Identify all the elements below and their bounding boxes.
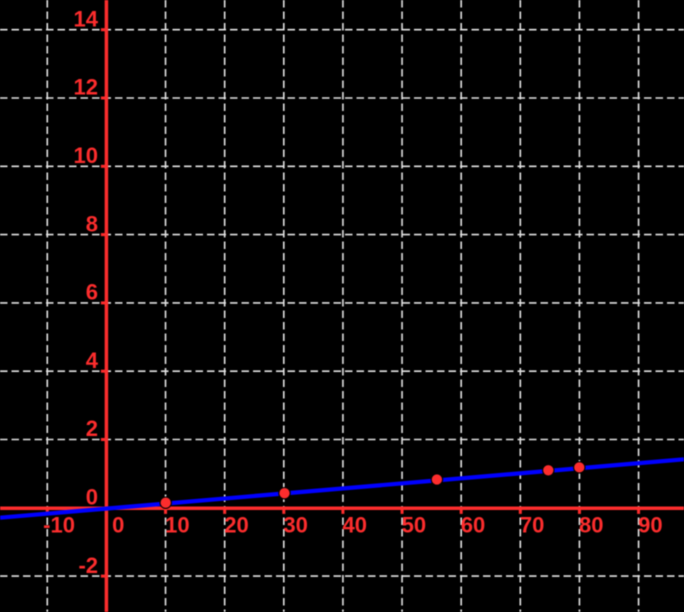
svg-text:90: 90 (638, 513, 662, 538)
svg-text:12: 12 (74, 75, 98, 100)
svg-text:6: 6 (86, 280, 98, 305)
svg-text:10: 10 (74, 143, 98, 168)
svg-text:80: 80 (579, 513, 603, 538)
svg-text:50: 50 (402, 513, 426, 538)
svg-text:14: 14 (74, 6, 99, 31)
svg-text:70: 70 (520, 513, 544, 538)
svg-text:20: 20 (224, 513, 248, 538)
svg-text:-10: -10 (43, 513, 75, 538)
svg-text:0: 0 (112, 513, 124, 538)
svg-text:60: 60 (461, 513, 485, 538)
svg-text:30: 30 (283, 513, 307, 538)
svg-text:10: 10 (165, 513, 189, 538)
svg-text:8: 8 (86, 211, 98, 236)
svg-text:2: 2 (86, 416, 98, 441)
svg-text:-2: -2 (78, 553, 98, 578)
svg-text:0: 0 (86, 485, 98, 510)
svg-text:40: 40 (342, 513, 366, 538)
svg-text:4: 4 (86, 348, 99, 373)
